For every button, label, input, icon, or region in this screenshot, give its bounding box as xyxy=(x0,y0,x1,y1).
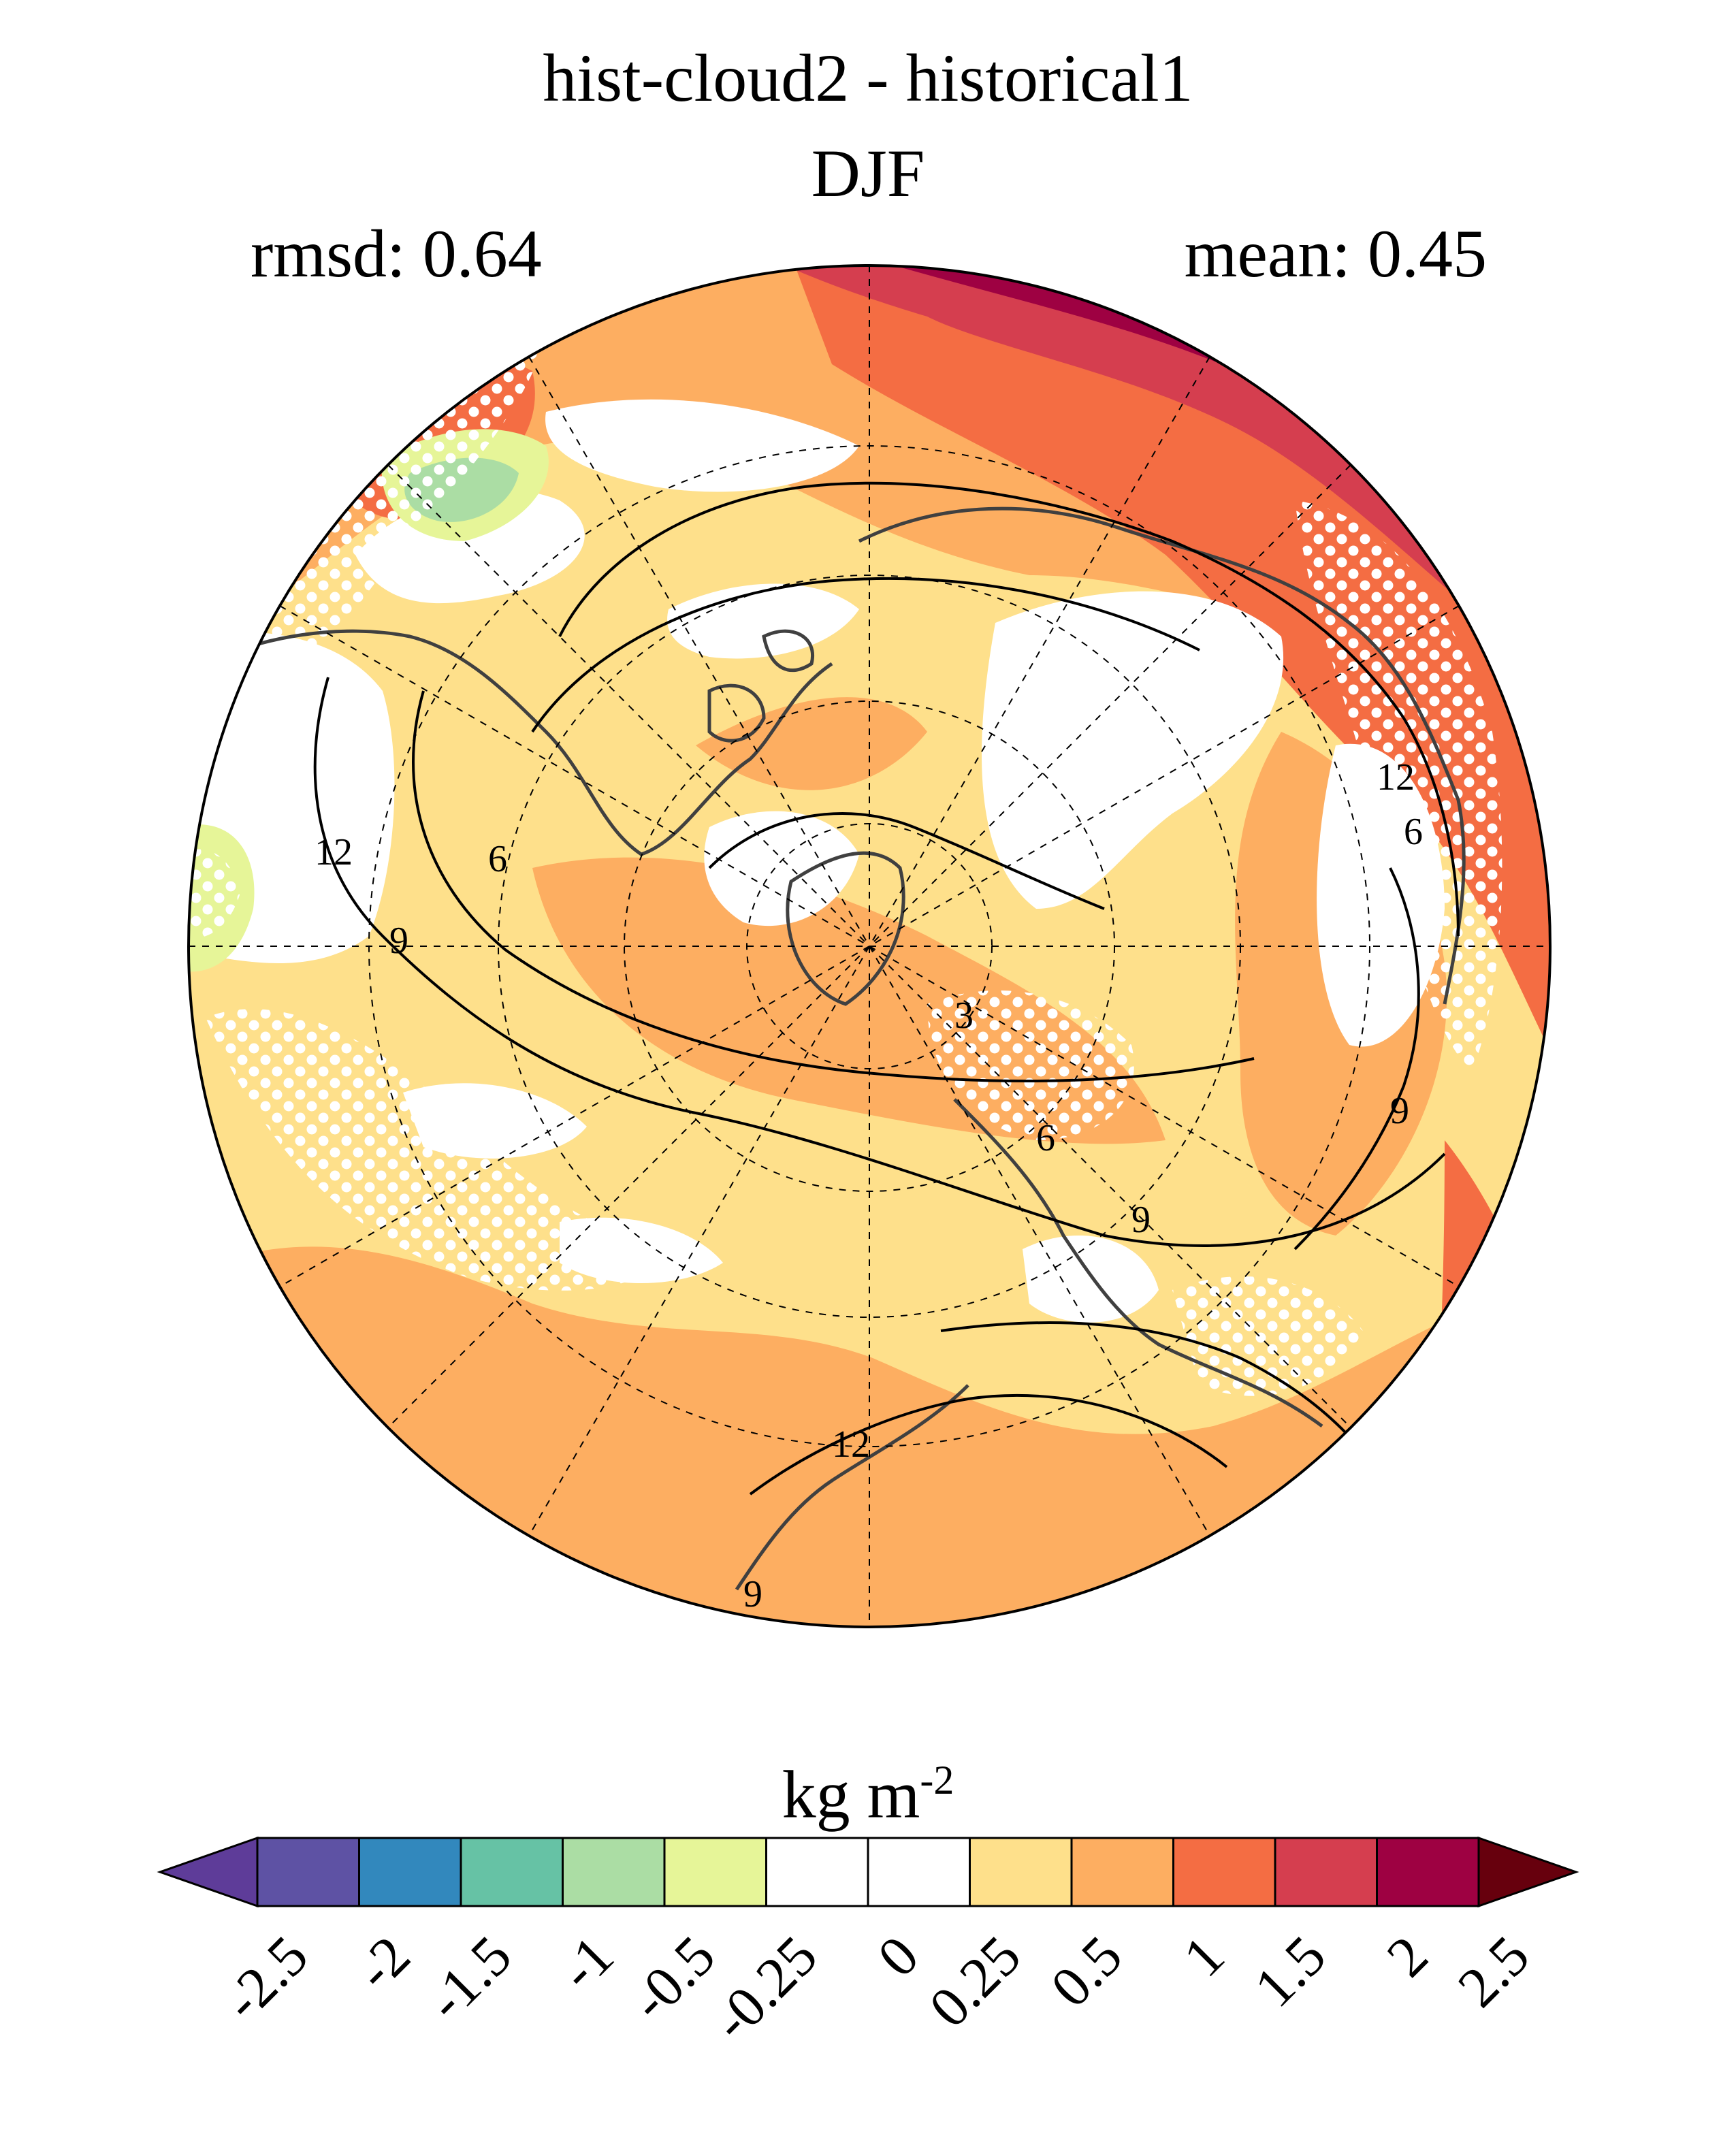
contour-label: 9 xyxy=(389,920,408,962)
stippling xyxy=(1172,1276,1363,1396)
map-title: hist-cloud2 - historical1 xyxy=(543,40,1193,116)
meridian-line xyxy=(279,605,1460,1287)
contour-label: 6 xyxy=(1404,811,1423,853)
contour-line xyxy=(558,481,1460,937)
meridian-line xyxy=(387,464,1351,1428)
colorbar-tick-label: -1.5 xyxy=(415,1924,524,2033)
colorbar-swatch xyxy=(1070,1837,1174,1907)
colorbar-swatch xyxy=(969,1837,1073,1907)
colorbar-swatch xyxy=(1172,1837,1276,1907)
graticule xyxy=(189,265,1550,1627)
map-boundary xyxy=(187,264,1552,1628)
contour-label: 12 xyxy=(1377,756,1415,798)
contour-label: 6 xyxy=(1036,1117,1055,1159)
colorbar-tick-label: 2.5 xyxy=(1446,1924,1542,2020)
colorbar-low-extension xyxy=(157,1836,259,1908)
rmsd-label: rmsd: 0.64 xyxy=(251,216,542,291)
stippling xyxy=(1295,500,1502,1072)
meridian-line xyxy=(528,356,1210,1536)
colorbar-tick-label: -2.5 xyxy=(211,1924,321,2033)
field-negative-green xyxy=(192,590,221,630)
coastline-greenland xyxy=(786,851,905,1006)
coastline-eurasia xyxy=(858,506,1466,1005)
meridian-line xyxy=(279,605,1460,1287)
colorbar-swatch xyxy=(1274,1837,1378,1907)
colorbar-high-extension xyxy=(1477,1836,1579,1908)
colorbar-swatch xyxy=(765,1837,869,1907)
meridian-line xyxy=(528,356,1210,1536)
colorbar-tick-label: -2 xyxy=(343,1924,422,2003)
contour-label: 9 xyxy=(743,1573,762,1615)
colorbar-tick-label: -0.25 xyxy=(700,1924,829,2053)
field-near-zero xyxy=(1023,1236,1159,1323)
polar-map: 12 9 6 3 6 9 12 6 9 12 9 xyxy=(187,264,1552,1628)
colorbar-tick-label: 2 xyxy=(1375,1924,1440,1989)
coastlines xyxy=(204,506,1466,1591)
stippling xyxy=(927,990,1134,1140)
contour-label: 12 xyxy=(315,831,353,873)
stippling xyxy=(206,1009,669,1291)
contours xyxy=(313,481,1460,1522)
coastline-europe xyxy=(953,1098,1323,1428)
coastline-arctic-islands xyxy=(707,629,814,743)
contour-label: 9 xyxy=(1131,1199,1151,1241)
contour-label-group: 12 9 6 3 6 9 12 6 9 12 9 xyxy=(315,756,1423,1615)
contour-label: 6 xyxy=(488,838,507,880)
colorbar-swatch xyxy=(256,1837,360,1907)
colorbar-swatch xyxy=(460,1837,564,1907)
contour-line xyxy=(313,677,1446,1247)
contour-label: 9 xyxy=(1390,1090,1409,1132)
colorbar-units: kg m-2 xyxy=(0,1743,1736,1832)
contour-label: 3 xyxy=(954,995,974,1037)
colorbar-tick-label: -1 xyxy=(547,1924,626,2003)
coastline-north-america xyxy=(204,629,833,856)
contour-line xyxy=(1293,867,1420,1250)
colorbar-tick-label: 1.5 xyxy=(1242,1924,1338,2020)
season-label: DJF xyxy=(811,135,925,211)
contour-line xyxy=(708,812,1105,910)
units-exponent: -2 xyxy=(920,1758,954,1803)
colorbar-swatch xyxy=(1376,1837,1480,1907)
contour-line xyxy=(531,577,1200,733)
colorbar-swatch xyxy=(867,1837,971,1907)
coastline-africa xyxy=(735,1384,969,1591)
units-base: kg m xyxy=(782,1756,920,1833)
field-near-zero xyxy=(982,591,1284,909)
colorbar-swatch xyxy=(358,1837,462,1907)
colorbar-tick-label: 0.5 xyxy=(1039,1924,1135,2020)
colorbar-tick-label: 1 xyxy=(1171,1924,1236,1989)
colorbar-swatch xyxy=(663,1837,767,1907)
mean-label: mean: 0.45 xyxy=(1184,216,1487,291)
colorbar xyxy=(157,1836,1579,1908)
contour-line xyxy=(412,690,1255,1083)
meridian-line xyxy=(387,464,1351,1428)
colorbar-swatch xyxy=(562,1837,666,1907)
colorbar-tick-label: 0 xyxy=(865,1924,931,1989)
field-negative-yellowgreen xyxy=(189,566,227,623)
field-near-zero xyxy=(667,583,859,659)
contour-line xyxy=(749,1393,1228,1496)
field-near-zero xyxy=(545,399,859,492)
contour-label: 12 xyxy=(832,1423,870,1466)
colorbar-tick-label: 0.25 xyxy=(917,1924,1033,2040)
